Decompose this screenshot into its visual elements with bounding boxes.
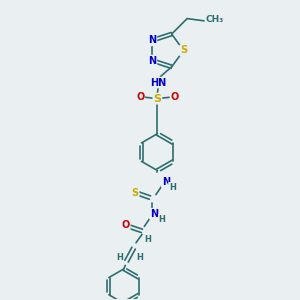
Text: O: O bbox=[170, 92, 179, 102]
Text: CH₃: CH₃ bbox=[205, 15, 224, 24]
Text: O: O bbox=[136, 92, 144, 102]
Text: N: N bbox=[148, 35, 157, 45]
Text: S: S bbox=[180, 45, 187, 56]
Text: N: N bbox=[148, 56, 157, 66]
Text: S: S bbox=[132, 188, 139, 198]
Text: H: H bbox=[116, 253, 123, 262]
Text: N: N bbox=[150, 209, 158, 219]
Text: H: H bbox=[159, 214, 166, 224]
Text: H: H bbox=[169, 183, 176, 192]
Text: N: N bbox=[162, 177, 170, 187]
Text: O: O bbox=[122, 220, 130, 230]
Text: HN: HN bbox=[150, 78, 166, 88]
Text: H: H bbox=[137, 253, 144, 262]
Text: S: S bbox=[153, 94, 161, 103]
Text: H: H bbox=[145, 235, 151, 244]
